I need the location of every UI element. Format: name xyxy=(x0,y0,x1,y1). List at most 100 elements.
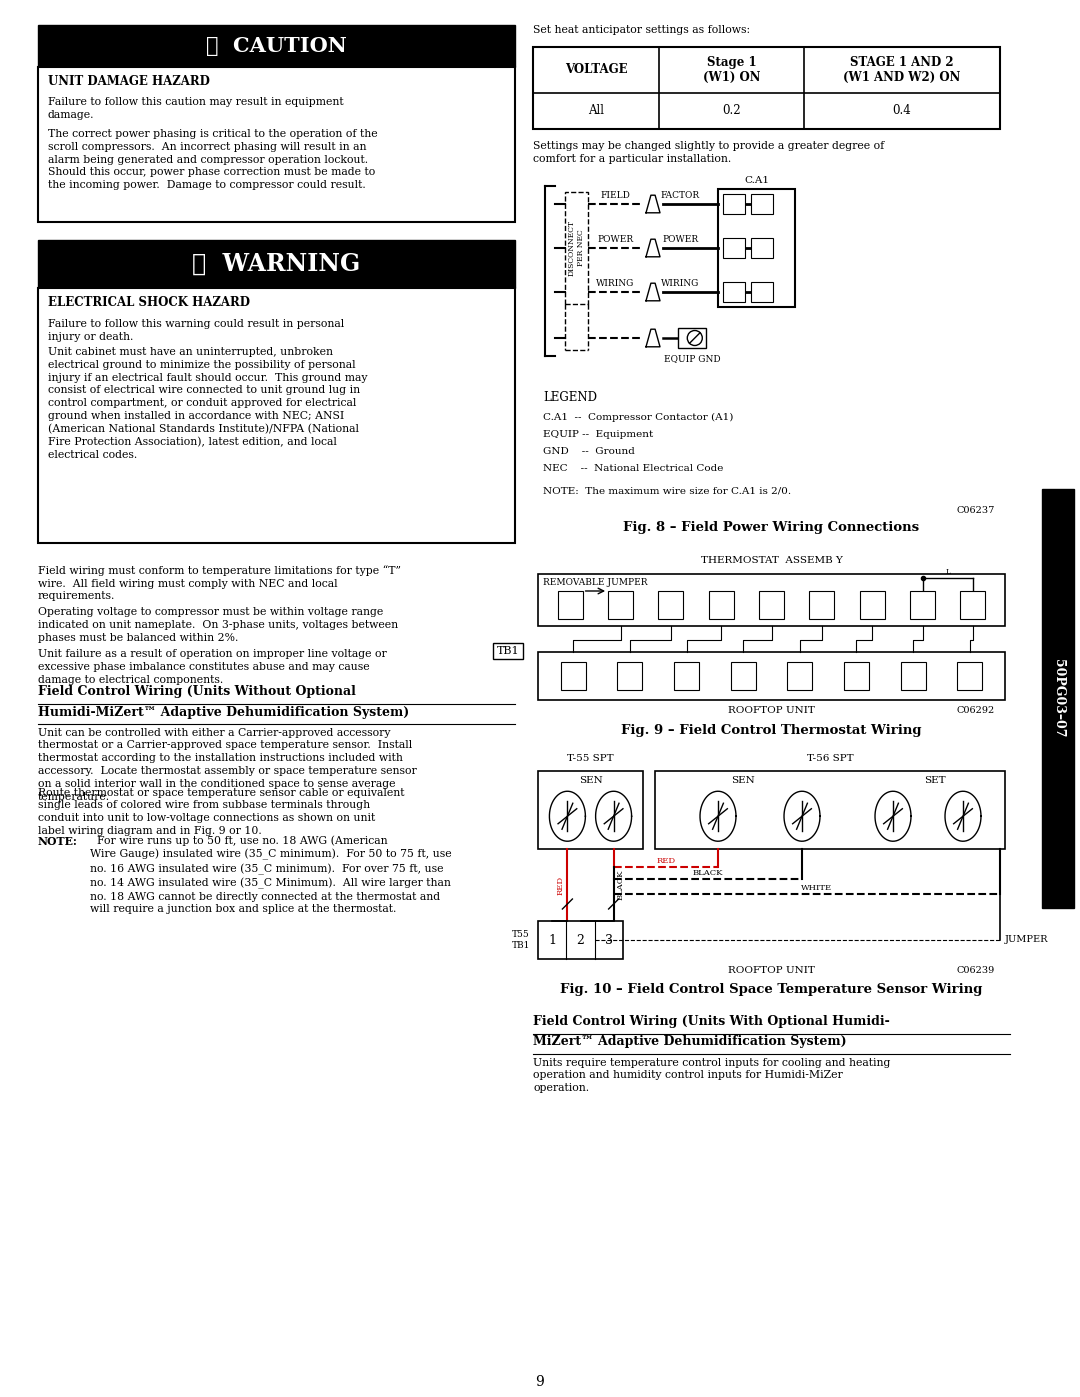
Text: BLACK: BLACK xyxy=(692,869,723,877)
Text: G: G xyxy=(868,601,876,609)
FancyBboxPatch shape xyxy=(751,282,773,302)
Text: POWER: POWER xyxy=(597,235,634,244)
FancyBboxPatch shape xyxy=(538,574,1005,626)
Text: SEN: SEN xyxy=(579,775,603,785)
Polygon shape xyxy=(945,791,981,841)
Text: ROOFTOP UNIT: ROOFTOP UNIT xyxy=(728,705,815,715)
Text: C06239: C06239 xyxy=(957,965,995,975)
FancyBboxPatch shape xyxy=(751,194,773,214)
FancyBboxPatch shape xyxy=(534,47,1000,129)
FancyBboxPatch shape xyxy=(654,771,1005,849)
Text: WIRING: WIRING xyxy=(661,279,700,288)
Text: 22: 22 xyxy=(756,243,768,253)
FancyBboxPatch shape xyxy=(723,194,745,214)
Polygon shape xyxy=(646,330,660,346)
FancyBboxPatch shape xyxy=(723,237,745,258)
FancyBboxPatch shape xyxy=(38,288,515,543)
Polygon shape xyxy=(646,284,660,300)
Text: RED: RED xyxy=(657,856,675,865)
FancyBboxPatch shape xyxy=(618,662,643,690)
FancyBboxPatch shape xyxy=(557,591,583,619)
FancyBboxPatch shape xyxy=(759,591,784,619)
Text: WHITE: WHITE xyxy=(801,884,833,893)
Text: 1: 1 xyxy=(549,933,556,947)
Text: ⚠  WARNING: ⚠ WARNING xyxy=(192,251,361,277)
Text: G: G xyxy=(853,672,860,680)
Text: X: X xyxy=(967,672,973,680)
Text: T55
TB1: T55 TB1 xyxy=(512,930,530,950)
Text: ROOFTOP UNIT: ROOFTOP UNIT xyxy=(728,965,815,975)
Text: RH: RH xyxy=(564,601,577,609)
Text: Y2: Y2 xyxy=(716,601,727,609)
FancyBboxPatch shape xyxy=(659,591,684,619)
FancyBboxPatch shape xyxy=(809,591,835,619)
Polygon shape xyxy=(700,791,735,841)
FancyBboxPatch shape xyxy=(38,67,515,222)
Text: Set heat anticipator settings as follows:: Set heat anticipator settings as follows… xyxy=(534,25,751,35)
Text: W2: W2 xyxy=(793,672,807,680)
Text: SEN: SEN xyxy=(731,775,754,785)
Text: Settings may be changed slightly to provide a greater degree of
comfort for a pa: Settings may be changed slightly to prov… xyxy=(534,141,885,163)
FancyBboxPatch shape xyxy=(960,591,985,619)
Text: STAGE 1 AND 2
(W1 AND W2) ON: STAGE 1 AND 2 (W1 AND W2) ON xyxy=(843,56,960,84)
Text: 2: 2 xyxy=(577,933,584,947)
Text: NOTE:  The maximum wire size for C.A1 is 2/0.: NOTE: The maximum wire size for C.A1 is … xyxy=(543,486,792,495)
FancyBboxPatch shape xyxy=(538,771,643,849)
Text: BLACK: BLACK xyxy=(617,870,624,900)
Text: Field Control Wiring (Units Without Optional: Field Control Wiring (Units Without Opti… xyxy=(38,685,356,698)
Text: C06292: C06292 xyxy=(957,705,995,715)
Text: T-56 SPT: T-56 SPT xyxy=(807,754,853,763)
Text: 23: 23 xyxy=(756,288,768,296)
Text: Units require temperature control inputs for cooling and heating
operation and h: Units require temperature control inputs… xyxy=(534,1058,890,1092)
Text: T-55 SPT: T-55 SPT xyxy=(567,754,613,763)
Text: VOLTAGE: VOLTAGE xyxy=(565,63,627,77)
Text: ELECTRICAL SHOCK HAZARD: ELECTRICAL SHOCK HAZARD xyxy=(48,296,249,309)
Text: Y1: Y1 xyxy=(624,672,635,680)
Text: Field Control Wiring (Units With Optional Humidi-: Field Control Wiring (Units With Optiona… xyxy=(534,1016,890,1028)
Text: NOTE:: NOTE: xyxy=(38,835,78,847)
Text: THERMOSTAT  ASSEMB Y: THERMOSTAT ASSEMB Y xyxy=(701,556,842,564)
Text: SET: SET xyxy=(924,775,946,785)
Text: REMOVABLE JUMPER: REMOVABLE JUMPER xyxy=(543,578,648,587)
Text: W1: W1 xyxy=(737,672,751,680)
Text: The correct power phasing is critical to the operation of the
scroll compressors: The correct power phasing is critical to… xyxy=(48,129,378,190)
Text: 21: 21 xyxy=(756,200,768,208)
FancyBboxPatch shape xyxy=(708,591,733,619)
Text: FACTOR: FACTOR xyxy=(661,191,700,200)
Text: JUMPER: JUMPER xyxy=(1005,936,1049,944)
Text: C.A1: C.A1 xyxy=(744,176,769,184)
Text: LEGEND: LEGEND xyxy=(543,391,597,404)
Text: DISCONNECT
PER NEC: DISCONNECT PER NEC xyxy=(568,219,585,277)
Text: WIRING: WIRING xyxy=(596,279,635,288)
Text: L: L xyxy=(945,569,950,576)
Polygon shape xyxy=(784,791,820,841)
Text: R: R xyxy=(570,672,577,680)
Text: 0.2: 0.2 xyxy=(723,105,741,117)
Text: Failure to follow this warning could result in personal
injury or death.: Failure to follow this warning could res… xyxy=(48,319,345,342)
Text: Field wiring must conform to temperature limitations for type “T”
wire.  All fie: Field wiring must conform to temperature… xyxy=(38,564,401,601)
Text: 9: 9 xyxy=(536,1375,544,1389)
Text: Operating voltage to compressor must be within voltage range
indicated on unit n: Operating voltage to compressor must be … xyxy=(38,608,399,643)
FancyBboxPatch shape xyxy=(751,237,773,258)
Text: C: C xyxy=(919,601,926,609)
Text: Unit can be controlled with either a Carrier-approved accessory
thermostat or a : Unit can be controlled with either a Car… xyxy=(38,728,417,802)
FancyBboxPatch shape xyxy=(38,240,515,288)
FancyBboxPatch shape xyxy=(38,25,515,67)
Text: All: All xyxy=(588,105,604,117)
Text: 13: 13 xyxy=(728,288,740,296)
FancyBboxPatch shape xyxy=(561,662,585,690)
Text: Unit failure as a result of operation on improper line voltage or
excessive phas: Unit failure as a result of operation on… xyxy=(38,650,387,685)
FancyBboxPatch shape xyxy=(910,591,935,619)
FancyBboxPatch shape xyxy=(538,652,1005,700)
Text: For wire runs up to 50 ft, use no. 18 AWG (American
Wire Gauge) insulated wire (: For wire runs up to 50 ft, use no. 18 AW… xyxy=(90,835,451,915)
Text: RED: RED xyxy=(556,876,565,894)
Text: EQUIP GND: EQUIP GND xyxy=(664,353,720,363)
Text: MiZert™ Adaptive Dehumidification System): MiZert™ Adaptive Dehumidification System… xyxy=(534,1035,847,1049)
Text: 0.4: 0.4 xyxy=(892,105,912,117)
FancyBboxPatch shape xyxy=(674,662,699,690)
FancyBboxPatch shape xyxy=(723,282,745,302)
Text: C: C xyxy=(909,672,916,680)
Text: GND    --  Ground: GND -- Ground xyxy=(543,447,635,455)
Text: Unit cabinet must have an uninterrupted, unbroken
electrical ground to minimize : Unit cabinet must have an uninterrupted,… xyxy=(48,346,367,460)
FancyBboxPatch shape xyxy=(843,662,869,690)
